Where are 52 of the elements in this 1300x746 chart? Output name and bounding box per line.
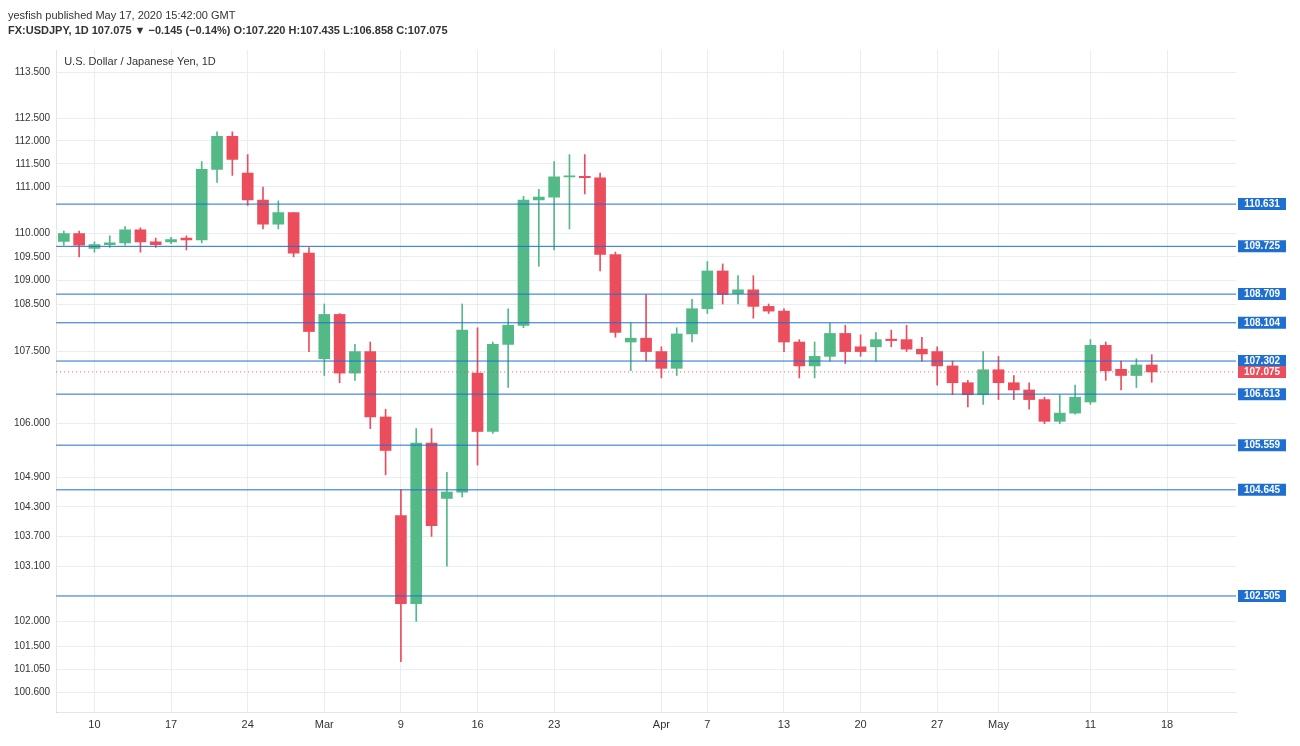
y-tick-label: 111.500 [15,157,51,169]
candlestick [578,154,591,195]
y-tick-label: 106.000 [13,417,51,429]
y-tick-label: 113.500 [14,66,51,78]
text: yesfish published May 17, 2020 15:42:00 GMT [8,8,237,23]
y-tick-label: 109.000 [13,274,51,286]
y-tick-label: 104.900 [13,471,51,483]
text: FX:USDJPY, 1D 107.075 ▼ −0.145 (−0.14%) O:107.220 H:107.435 L:106.858 C:107.075 [8,23,449,38]
y-tick-label: 101.050 [13,663,51,675]
candlestick [624,322,637,372]
candlestick [885,329,898,348]
y-tick-label: 100.600 [13,686,51,698]
y-tick-label: 102.000 [13,615,51,627]
y-tick-label: 112.500 [14,111,51,123]
ref-line-label: 106.613 [1243,387,1281,399]
ref-line-label: 105.559 [1243,438,1281,450]
ref-line-label: 107.302 [1243,354,1281,366]
x-tick-label: 17 [164,718,178,731]
x-tick-label: May [988,718,1010,731]
y-tick-label: 101.500 [13,640,51,652]
x-tick-label: 11 [1084,718,1097,731]
y-tick-label: 103.700 [13,530,51,542]
x-tick-label: 24 [241,718,254,731]
y-tick-label: 104.300 [13,500,51,512]
x-tick-label: 10 [88,718,101,731]
y-tick-label: 110.000 [14,227,51,239]
x-tick-label: 16 [471,718,484,731]
ref-line-label: 107.075 [1243,365,1281,377]
y-tick-label: 112.000 [14,134,51,146]
ref-line-label: 102.505 [1243,589,1281,601]
ref-line-label: 108.104 [1243,316,1281,328]
y-tick-label: 109.500 [13,250,51,262]
y-tick-label: 107.500 [13,345,51,357]
y-tick-label: 111.000 [15,180,51,192]
x-tick-label: 7 [704,718,711,731]
ref-line-label: 110.631 [1244,197,1281,209]
x-tick-label: Mar [314,718,335,731]
x-tick-label: 18 [1160,718,1174,731]
chart-title: U.S. Dollar / Japanese Yen, 1D [64,54,216,67]
y-tick-label: 108.500 [13,297,51,309]
candlestick [441,472,453,567]
y-tick-label: 103.100 [13,559,51,571]
x-tick-label: Apr [652,718,671,731]
ref-line-label: 109.725 [1243,240,1281,252]
x-tick-label: 27 [931,718,944,731]
x-tick-label: 9 [397,718,404,731]
ref-line-label: 104.645 [1243,483,1281,495]
x-tick-label: 13 [777,718,791,731]
candlestick [532,188,545,267]
x-tick-label: 23 [548,718,561,731]
x-tick-label: 20 [854,718,867,731]
ref-line-label: 108.709 [1243,287,1281,299]
